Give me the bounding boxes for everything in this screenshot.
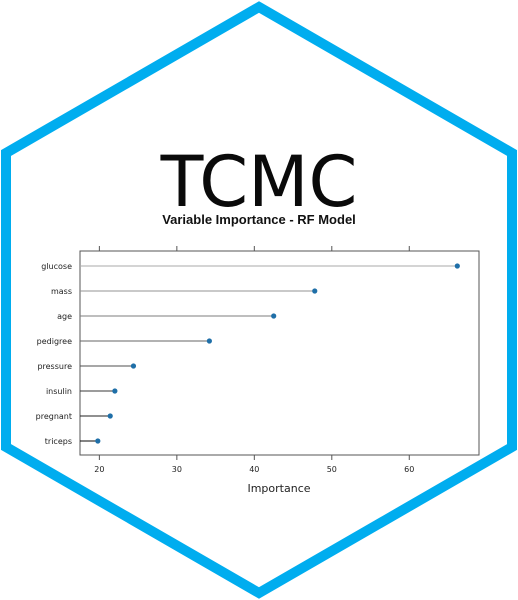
y-category-label: pressure (37, 362, 72, 371)
chart-title: Variable Importance - RF Model (162, 212, 356, 227)
bottom-axis-ticks (98, 455, 410, 460)
data-rows: glucose mass age pedigree pressure insulin pre… (36, 262, 460, 446)
importance-point (130, 363, 137, 369)
y-category-label: age (57, 312, 72, 321)
y-category-label: pregnant (36, 412, 72, 421)
x-tick-labels: 20 30 40 50 60 (94, 465, 414, 474)
y-category-label: mass (51, 287, 72, 296)
y-category-label: insulin (46, 387, 72, 396)
importance-point (206, 338, 212, 344)
importance-point (112, 388, 118, 394)
x-axis-title: Importance (247, 482, 310, 495)
y-category-label: pedigree (37, 337, 72, 346)
importance-point (312, 288, 318, 294)
x-tick-label: 60 (404, 465, 414, 474)
importance-point (107, 413, 113, 419)
plot-frame (79, 250, 480, 456)
importance-point (95, 438, 101, 444)
x-tick-label: 50 (327, 465, 337, 474)
importance-point (454, 263, 460, 269)
importance-point (271, 313, 277, 319)
x-tick-label: 20 (94, 465, 104, 474)
dot-plot: 20 30 40 50 60 glucose mass age pedigree pressur… (36, 246, 480, 495)
y-category-label: glucose (41, 262, 72, 271)
top-axis-ticks (98, 246, 410, 251)
y-category-label: triceps (45, 437, 72, 446)
logo-title: TCMC (160, 141, 358, 223)
x-tick-label: 40 (249, 465, 259, 474)
x-tick-label: 30 (172, 465, 182, 474)
